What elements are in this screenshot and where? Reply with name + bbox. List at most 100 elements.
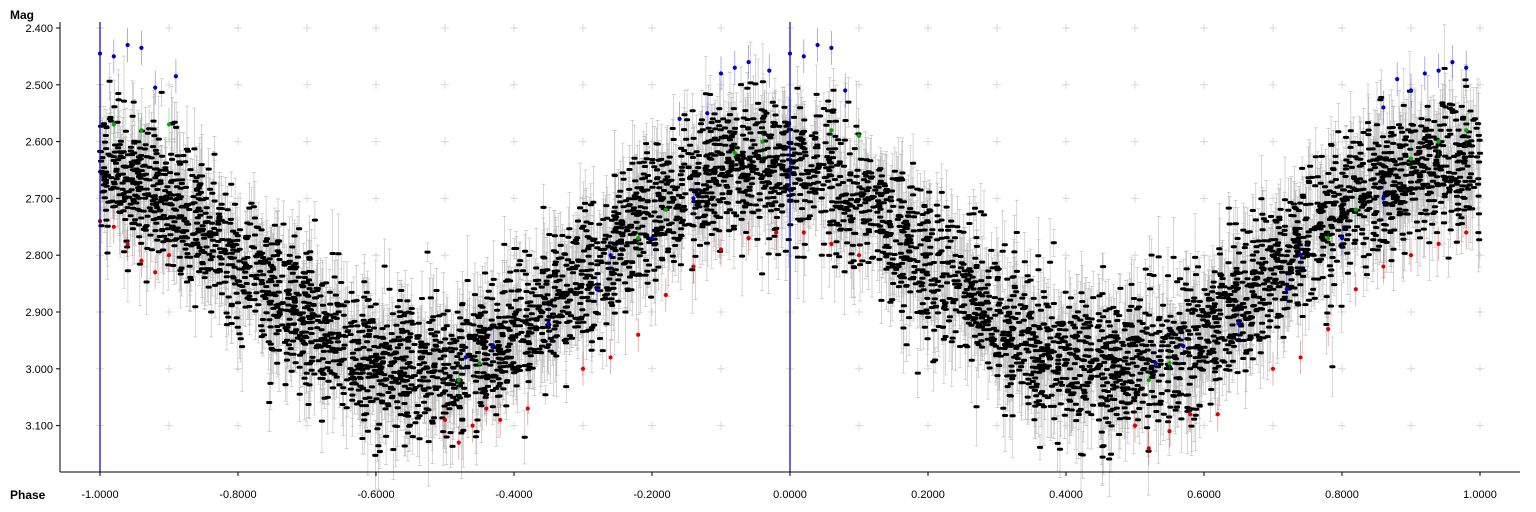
red-point (1353, 287, 1358, 292)
blue-point (718, 71, 724, 76)
grid-cross (303, 80, 311, 89)
grid-cross (234, 24, 242, 32)
grid-cross (993, 137, 1001, 146)
y-tick-label: 2.600 (25, 137, 53, 149)
red-point (1436, 241, 1441, 246)
grid-cross (441, 137, 449, 146)
y-tick-label: 2.800 (25, 250, 53, 262)
green-point (732, 150, 737, 156)
grid-cross (165, 24, 173, 32)
blue-point (691, 196, 696, 201)
grid-cross (1338, 364, 1346, 373)
grid-cross (579, 80, 587, 89)
grid-cross (165, 308, 173, 316)
red-point (470, 423, 475, 428)
green-point (829, 128, 834, 133)
grid-cross (1269, 421, 1277, 430)
grid-cross (1269, 194, 1277, 203)
blue-point (767, 68, 772, 73)
y-tick-labels: 2.400 2.500 2.600 2.700 2.800 2.900 3.000 3.100 (25, 23, 60, 433)
grid-cross (1200, 24, 1208, 32)
grid-cross (855, 24, 863, 32)
grid-cross (648, 308, 656, 316)
grid-cross (1407, 421, 1415, 430)
grid-cross (372, 194, 380, 203)
red-point (1298, 355, 1303, 360)
grid-cross (234, 137, 242, 146)
x-tick-label: -0.2000 (633, 489, 670, 501)
grid-cross (165, 421, 173, 430)
grid-cross (441, 24, 449, 32)
grid-cross (1338, 80, 1346, 89)
grid-cross (1131, 137, 1139, 146)
x-tick-label: -1.0000 (81, 489, 118, 501)
grid-cross (510, 24, 518, 32)
red-point (663, 292, 668, 298)
grid-cross (1407, 308, 1415, 316)
blue-point (1284, 287, 1289, 292)
grid-cross (993, 80, 1001, 89)
red-point (580, 366, 586, 371)
y-tick-label: 3.000 (25, 364, 53, 376)
green-point (456, 378, 461, 383)
grid-cross (717, 364, 725, 373)
x-axis-title: Phase (10, 488, 46, 502)
blue-point (1464, 65, 1469, 70)
blue-point (173, 74, 178, 79)
x-tick-label: -0.4000 (495, 489, 532, 501)
green-point (1436, 139, 1441, 144)
reference-lines (99, 22, 791, 472)
grid-cross (303, 137, 311, 146)
blue-point (1236, 321, 1241, 326)
grid-cross (1476, 24, 1484, 32)
grid-cross (1338, 308, 1346, 316)
grid-cross (1200, 194, 1208, 203)
grid-cross (1476, 251, 1484, 260)
grid-cross (441, 251, 449, 260)
grid-cross (1062, 194, 1070, 203)
x-tick-labels: -1.0000 -0.8000 -0.6000 -0.4000 -0.2000 0.000… (81, 472, 1497, 501)
red-point (498, 417, 503, 423)
red-point (111, 224, 116, 229)
red-point (1167, 429, 1172, 434)
red-point (525, 406, 530, 411)
grid-cross (1200, 421, 1208, 430)
red-point (801, 230, 806, 235)
y-axis-title: Mag (10, 8, 34, 22)
blue-point (1181, 343, 1186, 349)
blue-point (1381, 105, 1386, 110)
x-tick-label: -0.6000 (357, 489, 394, 501)
grid-cross (1407, 80, 1415, 89)
red-point (1215, 412, 1220, 417)
red-point (125, 241, 130, 246)
blue-point (843, 88, 848, 93)
red-point (829, 241, 834, 246)
grid-cross (1200, 137, 1208, 146)
red-point (718, 247, 724, 252)
magnitude-points (97, 67, 1484, 461)
red-point (442, 417, 448, 423)
green-point (477, 361, 482, 366)
grid-cross (855, 308, 863, 316)
blue-point (1381, 196, 1386, 201)
grid-cross (648, 421, 656, 430)
blue-point (1153, 361, 1158, 366)
grid-cross (993, 24, 1001, 32)
blue-point (1436, 68, 1441, 73)
grid-cross (924, 24, 932, 32)
red-point (774, 230, 779, 235)
green-point (1146, 378, 1151, 383)
outlier-points (97, 28, 1469, 466)
grid-cross (372, 251, 380, 260)
grid-cross (1062, 80, 1070, 89)
blue-point (746, 59, 751, 65)
green-point (1464, 128, 1469, 133)
red-point (1408, 253, 1414, 258)
green-point (856, 133, 862, 139)
grid-cross (579, 24, 587, 32)
grid-cross (717, 24, 725, 32)
grid-cross (165, 364, 173, 373)
grid-cross (855, 421, 863, 430)
grid-cross (1131, 251, 1139, 260)
